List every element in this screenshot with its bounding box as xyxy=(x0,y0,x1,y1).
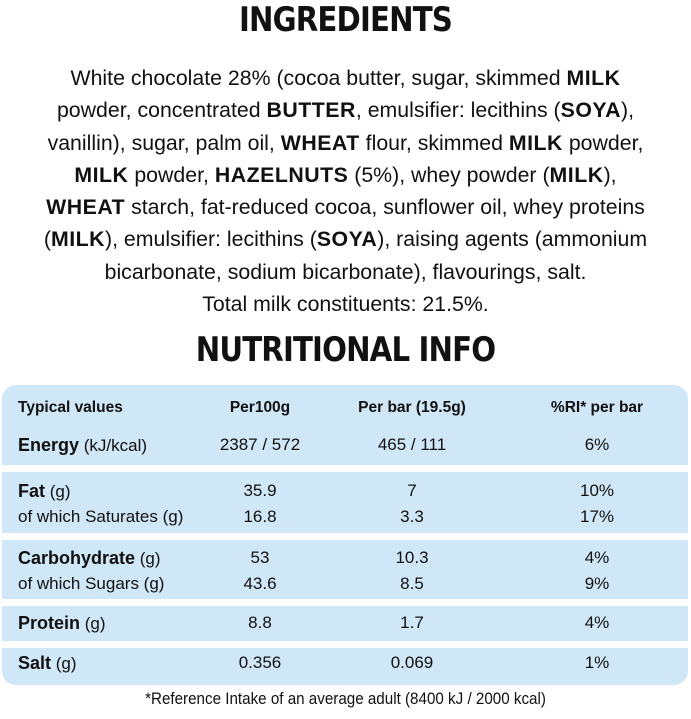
salt-per-bar: 0.069 xyxy=(390,653,434,672)
sugars-per-bar: 8.5 xyxy=(400,574,424,593)
fat-ri: 10% xyxy=(579,481,615,500)
ingredients-line: powder, concentrated BUTTER, emulsifier:… xyxy=(0,94,691,126)
ingredient-text: Total milk constituents: 21.5%. xyxy=(202,292,489,317)
protein-ri: 4% xyxy=(584,613,610,632)
ingredient-text: powder, xyxy=(562,130,644,155)
allergen-text: MILK xyxy=(549,162,604,187)
ingredient-text: flour, skimmed xyxy=(359,130,509,155)
ingredient-text: ), emulsifier: lecithins ( xyxy=(105,227,317,252)
ingredients-line: bicarbonate, sodium bicarbonate), flavou… xyxy=(0,256,691,288)
protein-label: Protein (g) xyxy=(18,613,106,633)
allergen-text: WHEAT xyxy=(46,195,126,220)
header-per-100g: Per100g xyxy=(229,399,291,416)
nutrition-heading: NUTRITIONAL INFO xyxy=(195,330,496,370)
ingredients-line: Total milk constituents: 21.5%. xyxy=(0,288,691,320)
row-divider xyxy=(2,599,688,606)
row-divider xyxy=(2,465,688,472)
ingredient-text: (5%), whey powder ( xyxy=(348,162,550,187)
saturates-ri: 17% xyxy=(579,507,615,526)
sugars-label: of which Sugars (g) xyxy=(18,574,165,593)
ingredient-text: powder, xyxy=(128,162,215,187)
ingredients-line: MILK powder, HAZELNUTS (5%), whey powder… xyxy=(0,159,691,191)
ingredient-text: ( xyxy=(43,227,51,252)
carbohydrate-per-bar: 10.3 xyxy=(395,548,429,567)
energy-per-bar: 465 / 111 xyxy=(377,435,447,454)
ingredient-text: starch, fat-reduced cocoa, sunflower oil… xyxy=(125,195,645,220)
ingredient-text: , emulsifier: lecithins ( xyxy=(355,98,561,123)
ingredients-line: WHEAT starch, fat-reduced cocoa, sunflow… xyxy=(0,191,691,223)
ingredients-line: vanillin), sugar, palm oil, WHEAT flour,… xyxy=(0,127,691,159)
fat-per-bar: 7 xyxy=(407,481,417,500)
allergen-text: SOYA xyxy=(560,98,622,123)
allergen-text: MILK xyxy=(508,130,563,155)
allergen-text: SOYA xyxy=(316,227,378,252)
saturates-label: of which Saturates (g) xyxy=(18,507,184,526)
ingredient-text: vanillin), sugar, palm oil, xyxy=(47,130,281,155)
allergen-text: HAZELNUTS xyxy=(214,162,349,187)
row-divider xyxy=(2,641,688,648)
fat-per-100g: 35.9 xyxy=(243,481,277,500)
nutrition-table: Typical values Per100g Per bar (19.5g) %… xyxy=(2,385,688,685)
ingredient-text: ), xyxy=(621,98,635,123)
ingredient-text: powder, concentrated xyxy=(56,98,267,123)
ingredients-line: White chocolate 28% (cocoa butter, sugar… xyxy=(0,62,691,94)
energy-per-100g: 2387 / 572 xyxy=(219,435,301,454)
header-per-bar: Per bar (19.5g) xyxy=(358,399,466,416)
energy-ri: 6% xyxy=(584,435,610,454)
allergen-text: WHEAT xyxy=(280,130,360,155)
fat-label: Fat (g) xyxy=(18,481,71,501)
reference-intake-footnote: *Reference Intake of an average adult (8… xyxy=(145,690,546,708)
header-typical-values: Typical values xyxy=(18,399,123,416)
row-divider xyxy=(2,533,688,540)
header-ri-per-bar: %RI* per bar xyxy=(550,399,644,416)
ingredient-text: ), raising agents (ammonium xyxy=(377,227,648,252)
ingredient-text: bicarbonate, sodium bicarbonate), flavou… xyxy=(104,259,587,284)
carbohydrate-ri: 4% xyxy=(584,548,610,567)
energy-label: Energy (kJ/kcal) xyxy=(18,435,148,455)
ingredients-heading: INGREDIENTS xyxy=(239,0,453,40)
ingredient-text: ), xyxy=(603,162,617,187)
protein-per-100g: 8.8 xyxy=(248,613,272,632)
sugars-per-100g: 43.6 xyxy=(243,574,277,593)
saturates-per-bar: 3.3 xyxy=(400,507,424,526)
allergen-text: MILK xyxy=(566,66,621,90)
allergen-text: BUTTER xyxy=(266,98,356,123)
allergen-text: MILK xyxy=(74,162,129,187)
salt-label: Salt (g) xyxy=(18,653,77,673)
salt-ri: 1% xyxy=(584,653,610,672)
ingredient-text: White chocolate 28% (cocoa butter, sugar… xyxy=(70,66,567,90)
carbohydrate-label: Carbohydrate (g) xyxy=(18,548,161,568)
saturates-per-100g: 16.8 xyxy=(243,507,277,526)
sugars-ri: 9% xyxy=(584,574,610,593)
salt-per-100g: 0.356 xyxy=(238,653,282,672)
ingredients-line: (MILK), emulsifier: lecithins (SOYA), ra… xyxy=(0,223,691,255)
carbohydrate-per-100g: 53 xyxy=(250,548,270,567)
ingredients-text: White chocolate 28% (cocoa butter, sugar… xyxy=(0,62,691,320)
protein-per-bar: 1.7 xyxy=(400,613,424,632)
allergen-text: MILK xyxy=(50,227,105,252)
